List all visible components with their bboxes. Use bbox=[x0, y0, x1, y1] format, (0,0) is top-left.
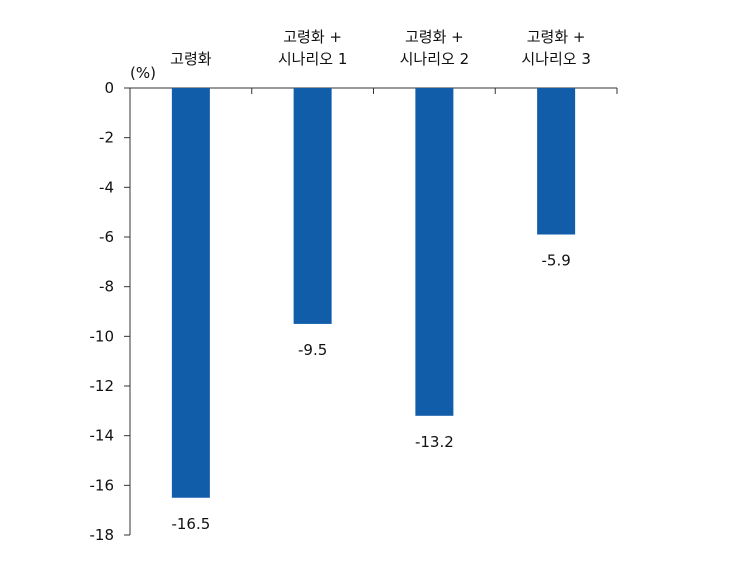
category-label: 고령화 + bbox=[527, 28, 586, 46]
category-label: 시나리오 2 bbox=[400, 50, 470, 68]
y-tick-label: -14 bbox=[90, 427, 115, 445]
data-label: -16.5 bbox=[171, 515, 210, 533]
y-tick-label: 0 bbox=[104, 79, 114, 97]
bar bbox=[537, 88, 576, 235]
y-tick-label: -10 bbox=[90, 327, 115, 345]
category-label: 고령화 + bbox=[283, 28, 342, 46]
y-tick-label: -6 bbox=[99, 228, 114, 246]
y-tick-label: -8 bbox=[99, 278, 114, 296]
y-tick-label: -18 bbox=[90, 526, 115, 544]
axes bbox=[124, 87, 618, 536]
category-label: 시나리오 1 bbox=[278, 50, 348, 68]
labels: 0 -2 -4 -6 -8 -10 -12 -14 -16 -18 (%) -16.5 고령화 -9.5 고… bbox=[90, 28, 591, 544]
data-label: -5.9 bbox=[541, 252, 570, 270]
data-label: -13.2 bbox=[415, 433, 454, 451]
bar bbox=[415, 88, 454, 416]
y-tick-label: -4 bbox=[99, 178, 114, 196]
y-tick-label: -16 bbox=[90, 476, 115, 494]
bar bbox=[293, 88, 332, 324]
bars bbox=[171, 88, 576, 498]
data-label: -9.5 bbox=[298, 341, 327, 359]
y-unit-label: (%) bbox=[130, 64, 156, 82]
category-label: 고령화 bbox=[170, 50, 212, 68]
y-tick-label: -12 bbox=[90, 377, 115, 395]
y-tick-label: -2 bbox=[99, 129, 114, 147]
category-label: 시나리오 3 bbox=[521, 50, 591, 68]
category-label: 고령화 + bbox=[405, 28, 464, 46]
bar bbox=[171, 88, 210, 498]
